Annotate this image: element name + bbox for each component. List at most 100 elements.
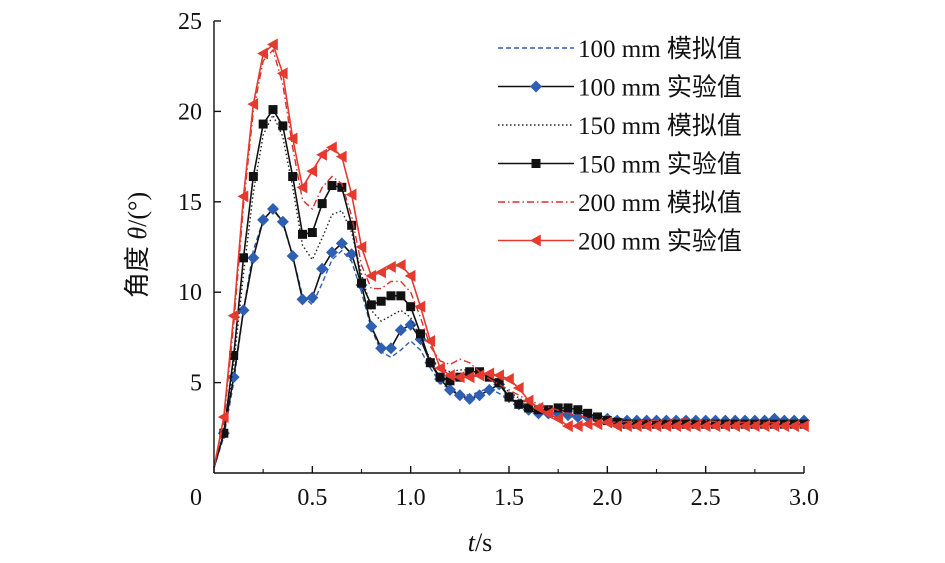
data-point [553,403,563,413]
data-point [345,188,357,201]
data-point [276,215,289,228]
data-point [434,362,445,375]
data-point [512,382,524,395]
data-point [327,181,337,191]
data-point [621,419,632,432]
data-point [337,182,347,192]
data-point [670,419,681,432]
data-point [503,372,514,385]
data-point [239,253,248,263]
data-point [296,181,308,194]
data-point [709,419,721,432]
data-point [552,412,563,425]
legend-entry: 100 mm 模拟值 [498,35,742,63]
y-axis-title-italic: θ [123,227,152,240]
data-point [278,121,288,131]
data-point [640,419,652,432]
legend-entry: 150 mm 模拟值 [498,112,742,140]
data-point [612,417,622,427]
data-point [286,250,299,263]
data-point [286,132,298,145]
data-point [276,67,288,80]
data-point [778,419,790,432]
data-point [394,259,406,272]
y-tick-label: 5 [190,371,202,397]
series-line [213,48,805,468]
data-point [573,405,583,415]
data-point [257,213,270,226]
data-point [394,324,407,337]
data-point [298,229,307,239]
data-point [267,38,278,51]
data-point [739,419,750,432]
data-point [247,251,260,264]
data-point [316,262,329,275]
data-point [543,405,553,415]
legend-entry: 150 mm 实验值 [498,151,742,179]
legend-label: 100 mm 实验值 [578,74,742,102]
data-point [504,392,514,402]
data-point [483,383,496,396]
data-point [414,300,426,313]
series-2 [213,113,804,468]
data-point [237,190,249,203]
legend-swatch-marker [530,234,541,247]
y-axis-title-unit: /(°) [123,192,152,227]
series-4 [213,48,805,468]
y-tick-label: 15 [178,190,202,216]
data-point [268,105,278,115]
data-point [307,228,317,238]
data-point [386,291,396,301]
data-point [473,389,486,402]
x-tick-label: 1.5 [494,485,524,511]
data-point [345,248,358,261]
data-point [326,246,338,259]
legend-label: 200 mm 模拟值 [578,189,742,217]
data-point [630,419,642,432]
data-point [326,141,337,154]
data-point [798,419,809,432]
data-point [542,407,554,420]
data-point [237,304,250,317]
y-axis-title-text: 角度 [123,240,152,299]
legend-entry: 200 mm 实验值 [498,228,742,256]
data-point [317,199,327,209]
data-point [601,416,613,429]
data-point [296,293,309,306]
y-tick-label: 10 [178,280,202,306]
data-point [248,171,258,181]
data-point [494,378,504,388]
data-point [532,401,544,414]
data-point [768,419,780,432]
x-tick-label: 0 [190,485,202,511]
data-point [404,318,417,331]
data-point [453,371,465,384]
data-point [788,419,799,432]
data-point [229,350,239,360]
data-point [465,367,475,377]
data-point [591,418,603,431]
axes-layer: 5 10 15 20 25 0 0.5 1.0 1.5 2.0 2.5 3.0 [178,9,819,511]
x-tick-label: 2.5 [691,485,721,511]
data-point [729,419,740,432]
data-point [719,419,731,432]
data-point [473,369,485,382]
data-point [347,220,357,230]
data-point [484,372,494,382]
data-point [611,419,622,432]
x-tick-label: 0.5 [297,485,327,511]
data-point [524,403,534,413]
data-point [699,419,711,432]
data-point [335,150,347,163]
y-tick-label: 25 [178,9,202,35]
data-point [581,418,593,431]
data-point [316,148,327,161]
series-5 [213,38,809,468]
data-point [660,419,672,432]
data-point [483,367,495,380]
legend-label: 100 mm 模拟值 [578,35,742,63]
data-point [217,410,229,423]
data-point [396,291,406,301]
y-tick-label: 20 [178,99,202,125]
data-point [227,309,239,322]
